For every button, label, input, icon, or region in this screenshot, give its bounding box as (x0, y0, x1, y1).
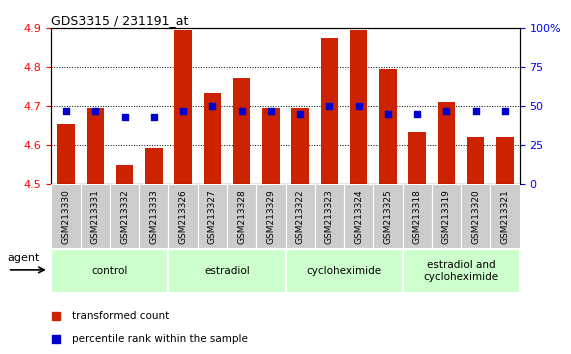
Text: estradiol: estradiol (204, 266, 250, 276)
Bar (403, 184, 432, 248)
Point (266, 108, 275, 114)
Text: GSM213326: GSM213326 (179, 189, 188, 244)
Bar (461, 184, 490, 248)
Point (325, 103, 334, 109)
Point (383, 111, 392, 117)
Text: percentile rank within the sample: percentile rank within the sample (73, 334, 248, 344)
Bar (379, 69, 397, 184)
Bar (174, 30, 192, 184)
Text: control: control (92, 266, 128, 276)
Bar (315, 184, 344, 248)
Point (208, 103, 217, 109)
Bar (432, 184, 461, 248)
Bar (110, 184, 139, 248)
Bar (51, 249, 168, 293)
Point (500, 108, 509, 114)
Bar (467, 137, 484, 184)
Bar (57, 124, 75, 184)
Text: GSM213327: GSM213327 (208, 189, 217, 244)
Bar (403, 249, 520, 293)
Text: transformed count: transformed count (73, 311, 170, 321)
Text: agent: agent (8, 253, 40, 263)
Text: GSM213333: GSM213333 (149, 189, 158, 244)
Text: GSM213328: GSM213328 (237, 189, 246, 244)
Bar (262, 108, 280, 184)
Bar (168, 249, 286, 293)
Bar (256, 184, 286, 248)
Bar (350, 30, 368, 184)
Text: GSM213332: GSM213332 (120, 189, 129, 244)
Point (120, 114, 129, 120)
Point (296, 111, 305, 117)
Text: GSM213331: GSM213331 (91, 189, 100, 244)
Point (149, 114, 158, 120)
Bar (490, 184, 520, 248)
Bar (344, 184, 373, 248)
Bar (291, 108, 309, 184)
Bar (438, 102, 455, 184)
Bar (203, 93, 221, 184)
Text: estradiol and
cycloheximide: estradiol and cycloheximide (424, 260, 498, 282)
Point (62, 108, 71, 114)
Point (237, 108, 246, 114)
Text: GDS3315 / 231191_at: GDS3315 / 231191_at (51, 14, 189, 27)
Point (442, 108, 451, 114)
Bar (116, 165, 133, 184)
Bar (139, 184, 168, 248)
Bar (145, 148, 163, 184)
Text: GSM213322: GSM213322 (296, 189, 305, 244)
Bar (496, 137, 514, 184)
Text: GSM213330: GSM213330 (62, 189, 71, 244)
Bar (408, 132, 426, 184)
Bar (198, 184, 227, 248)
Bar (373, 184, 403, 248)
Point (471, 108, 480, 114)
Point (179, 108, 188, 114)
Text: GSM213320: GSM213320 (471, 189, 480, 244)
Point (354, 103, 363, 109)
Text: GSM213321: GSM213321 (500, 189, 509, 244)
Bar (233, 78, 250, 184)
Bar (168, 184, 198, 248)
Bar (227, 184, 256, 248)
Bar (51, 184, 81, 248)
Text: GSM213323: GSM213323 (325, 189, 334, 244)
Text: GSM213329: GSM213329 (266, 189, 275, 244)
Text: cycloheximide: cycloheximide (307, 266, 381, 276)
Point (413, 111, 422, 117)
Bar (286, 184, 315, 248)
Bar (321, 38, 338, 184)
Text: GSM213318: GSM213318 (413, 189, 422, 244)
Bar (86, 108, 104, 184)
Bar (286, 249, 403, 293)
Text: GSM213325: GSM213325 (383, 189, 392, 244)
Bar (81, 184, 110, 248)
Text: GSM213324: GSM213324 (354, 189, 363, 244)
Text: GSM213319: GSM213319 (442, 189, 451, 244)
Point (91, 108, 100, 114)
